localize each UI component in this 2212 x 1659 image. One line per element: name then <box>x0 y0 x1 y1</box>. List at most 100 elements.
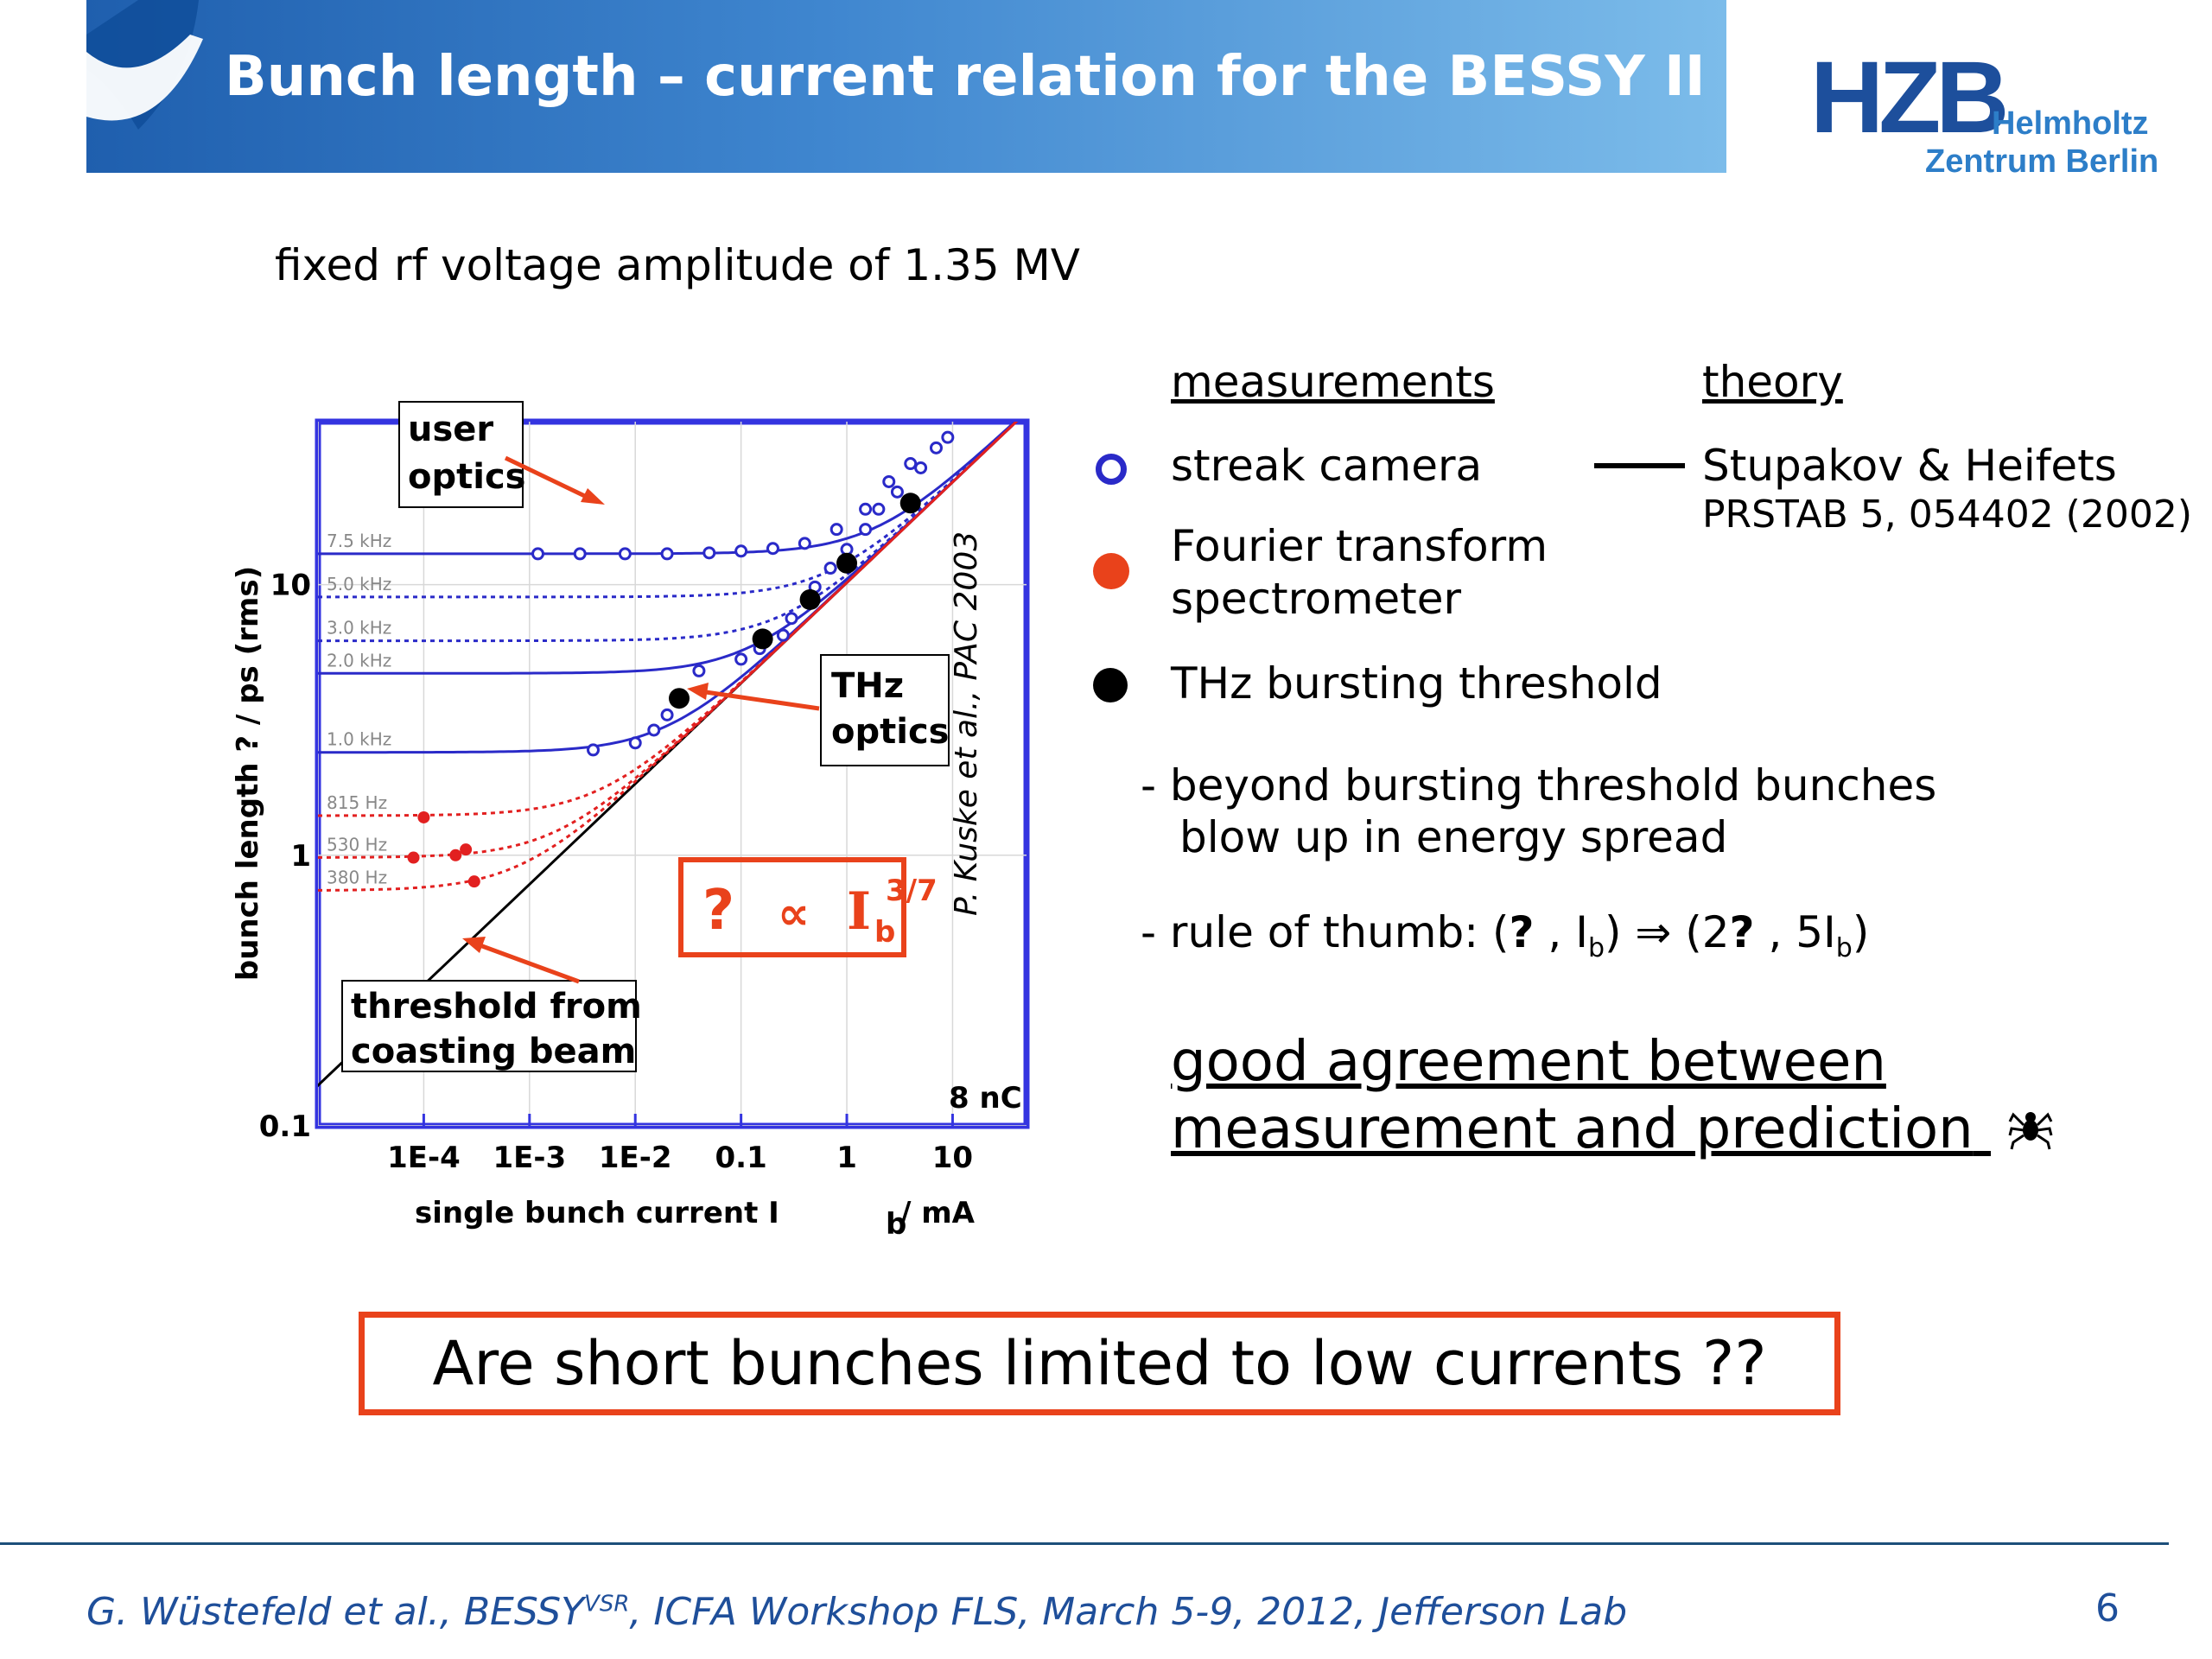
svg-text:∝: ∝ <box>778 888 810 940</box>
threshold-callout: threshold from coasting beam <box>341 937 642 1072</box>
y-tick-label: 10 <box>270 569 311 603</box>
user-optics-callout: user optics <box>398 401 605 508</box>
header-banner <box>86 0 1726 173</box>
thz-point <box>669 688 690 709</box>
footer-citation: G. Wüstefeld et al., BESSYVSR, ICFA Work… <box>86 1590 1628 1634</box>
swoosh-icon <box>86 0 203 130</box>
fts-marker-icon <box>1093 553 1129 589</box>
svg-text:/ mA: / mA <box>900 1196 976 1230</box>
note-beyond-line1: - beyond bursting threshold bunches <box>1141 760 1937 810</box>
streak-point <box>859 523 873 537</box>
streak-point <box>776 628 790 642</box>
legend-fts-line1: Fourier transform <box>1171 521 1548 571</box>
streak-point <box>785 612 798 626</box>
x-tick-label: 1 <box>836 1141 857 1175</box>
streak-point <box>702 546 716 560</box>
streak-point <box>929 441 943 454</box>
legend-fts-line2: spectrometer <box>1171 574 1462 624</box>
thz-point <box>899 493 921 514</box>
theory-line-icon <box>1594 463 1685 468</box>
x-tick-label: 10 <box>932 1141 973 1175</box>
streak-point <box>830 523 843 537</box>
legend-streak: streak camera <box>1171 441 1483 491</box>
rf-curve-label: 7.5 kHz <box>327 531 391 551</box>
svg-text:3/7: 3/7 <box>886 874 938 908</box>
citation-label: P. Kuske et al., PAC 2003 <box>949 531 984 916</box>
x-tick-label: 1E-3 <box>493 1141 566 1175</box>
y-tick-label: 1 <box>290 839 311 874</box>
logo-text-zentrum: Zentrum Berlin <box>1925 143 2159 180</box>
rf-curve-label: 3.0 kHz <box>327 618 391 639</box>
user-optics-line2: optics <box>408 457 525 497</box>
rf-curve <box>318 422 1019 892</box>
streak-point <box>872 502 886 516</box>
spider-icon <box>2008 1112 2053 1150</box>
svg-text:?: ? <box>702 879 734 943</box>
conclusion-text: good agreement between measurement and p… <box>1171 1028 2053 1163</box>
streak-point <box>766 542 779 556</box>
thz-optics-line2: optics <box>831 712 949 752</box>
thz-optics-callout: THz optics <box>687 654 950 766</box>
rf-curve-label: 2.0 kHz <box>327 650 391 671</box>
x-tick-label: 1E-4 <box>387 1141 461 1175</box>
fts-point <box>467 875 480 888</box>
rf-curve-label: 380 Hz <box>327 868 387 888</box>
legend-measurements-heading: measurements <box>1171 357 1495 407</box>
rf-curve-label: 1.0 kHz <box>327 729 391 750</box>
streak-point <box>587 743 601 757</box>
streak-point <box>890 485 904 499</box>
legend-thz: THz bursting threshold <box>1171 658 1662 709</box>
thz-optics-line1: THz <box>831 666 904 706</box>
streak-point <box>941 430 955 444</box>
streak-point <box>904 457 918 471</box>
note-rule-of-thumb: - rule of thumb: (? , Ib) ⇒ (2? , 5Ib) <box>1141 907 1870 963</box>
rf-curve-label: 815 Hz <box>327 792 387 813</box>
scaling-box: ? ∝ I b 3/7 <box>678 857 938 957</box>
svg-text:b: b <box>874 915 895 950</box>
streak-point <box>573 547 587 561</box>
legend-theory-ref: PRSTAB 5, 054402 (2002) <box>1702 493 2192 537</box>
user-optics-line1: user <box>408 410 493 449</box>
bunch-length-chart: bunch length ? / ps (rms) 7.5 kHz 5.0 kHz… <box>231 401 1030 1236</box>
svg-text:single bunch current I: single bunch current I <box>415 1196 779 1230</box>
streak-point <box>882 474 896 488</box>
legend-theory-name: Stupakov & Heifets <box>1702 441 2117 491</box>
fts-point <box>417 810 430 823</box>
note-beyond-line2: blow up in energy spread <box>1179 812 1728 862</box>
streak-point <box>823 562 837 575</box>
thz-marker-icon <box>1093 668 1128 702</box>
svg-text:bunch length ? / ps (rms): bunch length ? / ps (rms) <box>231 566 265 981</box>
svg-text:I: I <box>847 881 871 942</box>
hzb-logo: HZB <box>1810 41 2010 155</box>
thz-point <box>799 588 821 610</box>
streak-point <box>734 652 748 666</box>
streak-point <box>647 723 661 737</box>
threshold-line2: coasting beam <box>351 1032 636 1071</box>
slide-title: Bunch length – current relation for the … <box>225 45 1850 109</box>
question-text: Are short bunches limited to low current… <box>432 1328 1767 1399</box>
page-number: 6 <box>2095 1586 2120 1630</box>
streak-point <box>692 664 706 677</box>
legend-theory-heading: theory <box>1702 357 1843 407</box>
fts-point <box>449 849 462 861</box>
threshold-line1: threshold from <box>351 987 642 1027</box>
streak-point <box>914 461 928 474</box>
charge-label: 8 nC <box>949 1081 1022 1116</box>
slide-subtitle: fixed rf voltage amplitude of 1.35 MV <box>275 240 1080 290</box>
streak-point <box>618 547 632 561</box>
x-tick-label: 1E-2 <box>599 1141 672 1175</box>
streak-point <box>628 736 642 750</box>
y-tick-label: 0.1 <box>259 1109 311 1144</box>
rf-curve-label: 530 Hz <box>327 835 387 855</box>
x-tick-label: 0.1 <box>715 1141 767 1175</box>
streak-marker-icon <box>1096 454 1127 485</box>
streak-point <box>660 547 674 561</box>
streak-point <box>859 502 873 516</box>
logo-text-helmholtz: Helmholtz <box>1992 105 2149 142</box>
streak-point <box>660 708 674 721</box>
thz-point <box>836 552 858 574</box>
svg-text:b: b <box>886 1207 906 1236</box>
fts-point <box>460 843 473 856</box>
thz-point <box>752 628 773 650</box>
y-axis-label: bunch length ? / ps (rms) <box>231 566 265 981</box>
